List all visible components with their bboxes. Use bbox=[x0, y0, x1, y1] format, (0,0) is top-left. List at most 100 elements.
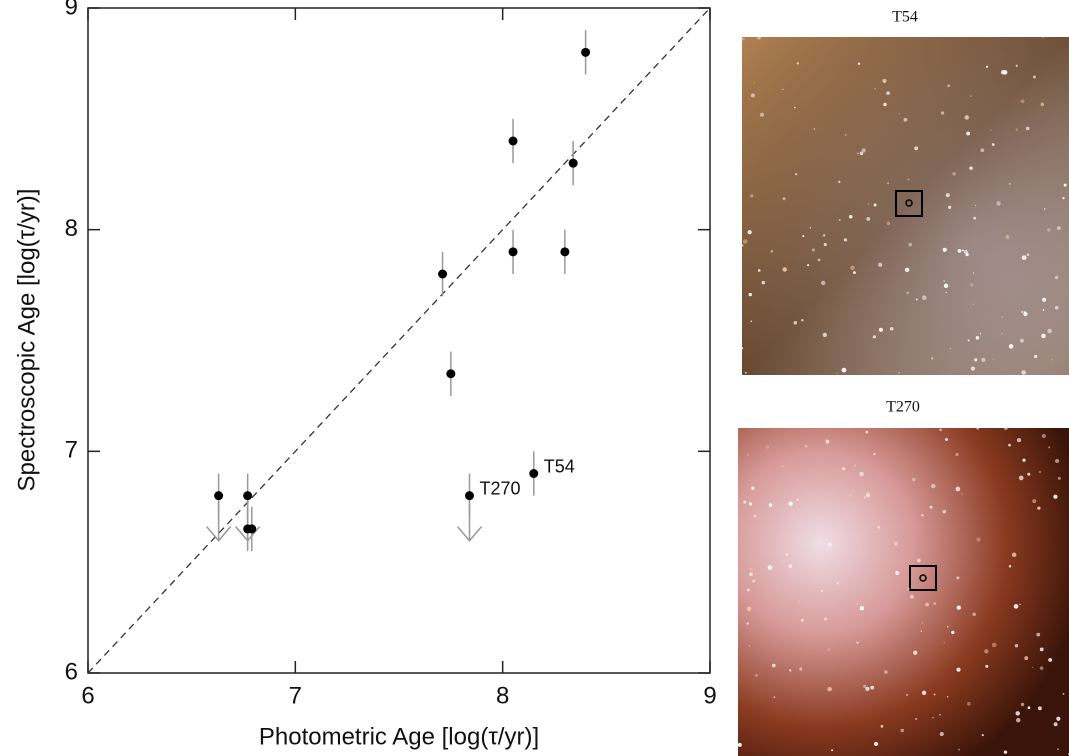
star bbox=[849, 215, 852, 218]
star bbox=[906, 694, 908, 696]
star bbox=[1055, 306, 1059, 310]
star bbox=[1047, 329, 1052, 334]
star bbox=[842, 368, 847, 373]
star bbox=[769, 503, 773, 507]
star bbox=[917, 559, 920, 562]
x-tick-label: 9 bbox=[703, 682, 716, 709]
x-axis-label: Photometric Age [log(τ/yr)] bbox=[259, 723, 539, 750]
x-tick-label: 7 bbox=[289, 682, 302, 709]
star bbox=[783, 267, 787, 271]
data-point bbox=[465, 491, 474, 500]
data-point bbox=[446, 369, 455, 378]
star bbox=[802, 235, 804, 237]
star bbox=[956, 487, 961, 492]
star bbox=[797, 499, 799, 501]
star bbox=[1042, 37, 1044, 39]
star bbox=[1064, 184, 1067, 187]
star bbox=[992, 643, 997, 648]
star bbox=[1044, 208, 1046, 210]
star bbox=[933, 602, 936, 605]
star bbox=[783, 197, 786, 200]
star bbox=[1047, 228, 1050, 231]
star bbox=[1042, 298, 1046, 302]
star bbox=[972, 612, 976, 616]
star bbox=[921, 631, 922, 632]
star bbox=[812, 248, 815, 251]
star bbox=[839, 219, 841, 221]
data-point bbox=[509, 137, 518, 146]
star bbox=[947, 84, 950, 87]
star bbox=[771, 250, 774, 253]
star bbox=[1019, 604, 1020, 605]
star bbox=[971, 366, 975, 370]
star bbox=[1022, 255, 1027, 260]
star bbox=[768, 565, 773, 570]
star bbox=[842, 468, 845, 471]
star bbox=[1063, 693, 1065, 695]
star bbox=[1037, 506, 1040, 509]
star bbox=[916, 299, 918, 301]
star bbox=[1009, 565, 1011, 567]
x-tick-label: 6 bbox=[81, 682, 94, 709]
star bbox=[781, 465, 784, 468]
star bbox=[1062, 197, 1064, 199]
star bbox=[823, 234, 825, 236]
star bbox=[748, 230, 752, 234]
star bbox=[973, 272, 974, 273]
star bbox=[944, 284, 948, 288]
image-title: T270 bbox=[886, 399, 920, 416]
star bbox=[870, 686, 874, 690]
star bbox=[873, 453, 875, 455]
star bbox=[1021, 311, 1023, 313]
star bbox=[874, 203, 877, 206]
star bbox=[814, 128, 816, 130]
star bbox=[766, 446, 769, 449]
star bbox=[865, 687, 869, 691]
star bbox=[890, 327, 893, 330]
star bbox=[943, 510, 946, 513]
star bbox=[1039, 471, 1041, 473]
star bbox=[955, 453, 958, 456]
star bbox=[1008, 444, 1011, 447]
star bbox=[745, 372, 747, 374]
star bbox=[1055, 459, 1059, 463]
star bbox=[906, 292, 909, 295]
star bbox=[882, 79, 886, 83]
upper-limit-arrow bbox=[457, 496, 481, 541]
star bbox=[957, 606, 961, 610]
star bbox=[1036, 633, 1040, 637]
star bbox=[941, 111, 944, 114]
star bbox=[930, 506, 933, 509]
star bbox=[1009, 344, 1013, 348]
star bbox=[966, 132, 970, 136]
star bbox=[1004, 750, 1007, 753]
star bbox=[895, 571, 899, 575]
star bbox=[946, 193, 950, 197]
star bbox=[1015, 644, 1018, 647]
star bbox=[741, 347, 743, 349]
star bbox=[797, 62, 799, 64]
star bbox=[950, 348, 951, 349]
star bbox=[853, 271, 856, 274]
star bbox=[862, 148, 866, 152]
star bbox=[1048, 446, 1050, 448]
star bbox=[749, 502, 752, 505]
image-panel bbox=[738, 426, 1069, 756]
star bbox=[940, 732, 944, 736]
star bbox=[962, 250, 964, 252]
star bbox=[859, 472, 863, 476]
star bbox=[1017, 438, 1021, 442]
star bbox=[1032, 499, 1036, 503]
star bbox=[1001, 70, 1005, 74]
star bbox=[774, 696, 776, 698]
star bbox=[922, 295, 927, 300]
star bbox=[749, 572, 753, 576]
star bbox=[878, 263, 882, 267]
star bbox=[821, 590, 823, 592]
star bbox=[1040, 666, 1044, 670]
star bbox=[753, 82, 754, 83]
star bbox=[992, 143, 995, 146]
star bbox=[910, 595, 913, 598]
star bbox=[863, 685, 866, 688]
star bbox=[794, 321, 798, 325]
